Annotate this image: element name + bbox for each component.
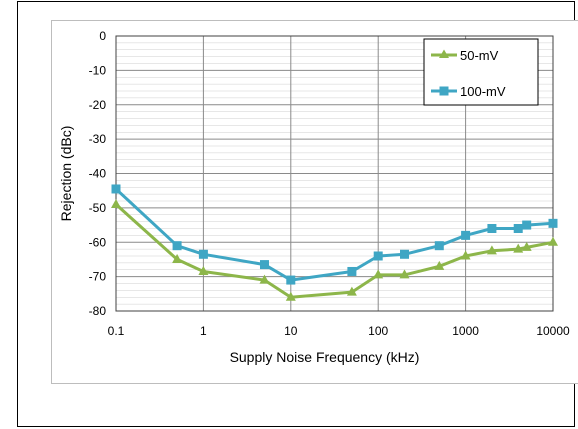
x-tick-labels: 0.1 1 10 100 1000 10000 — [108, 324, 570, 338]
y-tick-labels: 0 -10 -20 -30 -40 -50 -60 -70 -80 — [89, 29, 107, 318]
x-tick-label: 10000 — [536, 324, 570, 338]
y-axis-title: Rejection (dBc) — [58, 126, 74, 222]
data-point — [548, 218, 558, 228]
data-point — [486, 245, 497, 255]
data-point — [460, 250, 471, 260]
data-point — [286, 275, 296, 285]
data-point — [346, 286, 357, 296]
y-tick-label: -60 — [89, 235, 107, 249]
data-point — [373, 251, 383, 261]
data-point — [198, 265, 209, 275]
data-point — [513, 243, 524, 253]
data-point — [373, 269, 384, 279]
data-point — [487, 224, 497, 233]
y-tick-label: -20 — [89, 98, 107, 112]
data-point — [172, 241, 182, 251]
legend: 50-mV 100-mV — [423, 38, 539, 106]
data-point — [461, 230, 471, 240]
y-tick-label: -50 — [89, 201, 107, 215]
x-tick-label: 0.1 — [108, 324, 125, 338]
y-tick-label: 0 — [99, 29, 106, 43]
data-point — [548, 236, 558, 246]
data-point — [400, 249, 410, 259]
data-point — [259, 260, 269, 270]
y-tick-label: -70 — [89, 270, 107, 284]
y-tick-label: -40 — [89, 167, 107, 181]
data-point — [513, 224, 523, 233]
gridlines — [115, 35, 554, 312]
series-line — [114, 187, 554, 282]
legend-marker-50mv — [439, 49, 449, 58]
data-point — [172, 253, 183, 263]
data-point — [522, 220, 532, 230]
legend-marker-100mv — [439, 86, 449, 96]
legend-label-50mv: 50-mV — [460, 48, 499, 63]
legend-label-100mv: 100-mV — [460, 84, 506, 99]
data-point — [285, 291, 296, 301]
data-point — [434, 241, 444, 251]
y-tick-label: -10 — [89, 63, 107, 77]
series-group — [111, 184, 558, 301]
data-point — [259, 274, 270, 284]
y-tick-label: -80 — [89, 304, 107, 318]
data-point — [521, 241, 532, 251]
x-tick-label: 1 — [200, 324, 207, 338]
x-axis-title: Supply Noise Frequency (kHz) — [230, 349, 420, 365]
y-tick-label: -30 — [89, 132, 107, 146]
series-line — [114, 203, 554, 299]
data-point — [399, 269, 410, 279]
x-tick-label: 10 — [284, 324, 298, 338]
x-tick-label: 100 — [368, 324, 388, 338]
data-point — [111, 198, 121, 208]
series-50mv — [111, 198, 558, 301]
data-point — [434, 260, 445, 270]
plot-border — [115, 35, 554, 312]
x-tick-label: 1000 — [452, 324, 479, 338]
data-point — [198, 249, 208, 259]
data-point — [347, 266, 357, 276]
data-point — [111, 184, 121, 194]
series-100mv — [111, 184, 558, 285]
